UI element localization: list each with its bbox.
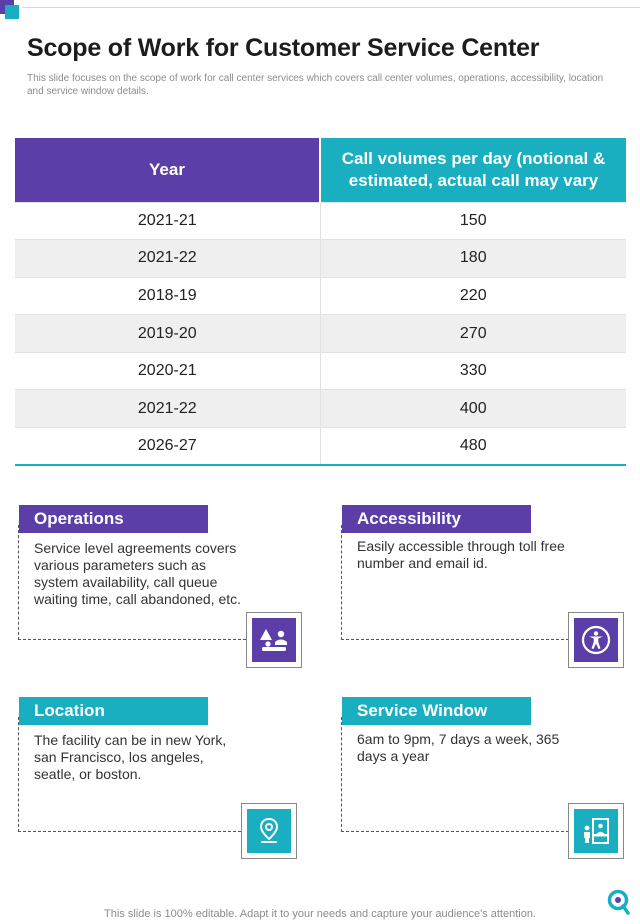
header-year: Year: [15, 138, 320, 202]
year-cell: 2019-20: [15, 314, 320, 353]
service-window-card: Service Window 6am to 9pm, 7 days a week…: [341, 697, 626, 859]
year-cell: 2021-22: [15, 239, 320, 278]
year-cell: 2020-21: [15, 351, 320, 390]
corner-decoration: [0, 0, 22, 22]
operations-card: Operations Service level agreements cove…: [18, 505, 303, 668]
card-text: Easily accessible through toll free numb…: [357, 538, 565, 571]
calls-cell: 270: [319, 314, 626, 353]
card-frame: [341, 525, 569, 640]
accessibility-icon: [574, 618, 618, 662]
table-row: 2020-21 330: [15, 351, 626, 390]
accessibility-card: Accessibility Easily accessible through …: [341, 505, 626, 668]
map-pin-icon: [247, 809, 291, 853]
people-queue-icon: [252, 618, 296, 662]
table-row: 2021-22 400: [15, 389, 626, 428]
corner-square-teal: [5, 5, 19, 19]
card-icon-box: [568, 612, 624, 668]
page-title: Scope of Work for Customer Service Cente…: [27, 34, 540, 62]
card-text: The facility can be in new York, san Fra…: [34, 732, 227, 782]
card-frame: [341, 717, 569, 832]
card-title: Accessibility: [342, 505, 531, 533]
card-icon-box: [246, 612, 302, 668]
year-cell: 2021-21: [15, 201, 320, 240]
table-row: 2021-22 180: [15, 239, 626, 278]
service-counter-icon: [574, 809, 618, 853]
card-icon-box: [568, 803, 624, 859]
top-divider: [22, 7, 640, 8]
card-title: Operations: [19, 505, 208, 533]
calls-cell: 480: [319, 427, 626, 466]
card-text: Service level agreements covers various …: [34, 540, 242, 607]
calls-cell: 330: [319, 351, 626, 390]
card-icon-box: [241, 803, 297, 859]
card-frame: [18, 525, 246, 640]
calls-cell: 150: [319, 201, 626, 240]
table-header-row: Year Call volumes per day (notional & es…: [15, 138, 626, 202]
table-row: 2018-19 220: [15, 276, 626, 315]
brand-logo-icon: [606, 888, 632, 916]
calls-cell: 180: [319, 239, 626, 278]
card-text: 6am to 9pm, 7 days a week, 365 days a ye…: [357, 731, 560, 764]
footer-note: This slide is 100% editable. Adapt it to…: [104, 908, 536, 920]
year-cell: 2026-27: [15, 427, 320, 466]
year-cell: 2018-19: [15, 276, 320, 315]
card-title: Location: [19, 697, 208, 725]
table-row: 2026-27 480: [15, 427, 626, 466]
calls-cell: 400: [319, 389, 626, 428]
card-title: Service Window: [342, 697, 531, 725]
table-row: 2019-20 270: [15, 314, 626, 353]
location-card: Location The facility can be in new York…: [18, 697, 303, 859]
calls-cell: 220: [319, 276, 626, 315]
year-cell: 2021-22: [15, 389, 320, 428]
page-subtitle: This slide focuses on the scope of work …: [27, 73, 604, 97]
card-frame: [18, 717, 246, 832]
table-row: 2021-21 150: [15, 201, 626, 240]
header-call-volumes: Call volumes per day (notional & estimat…: [319, 138, 626, 202]
call-volume-table: Year Call volumes per day (notional & es…: [15, 138, 626, 467]
